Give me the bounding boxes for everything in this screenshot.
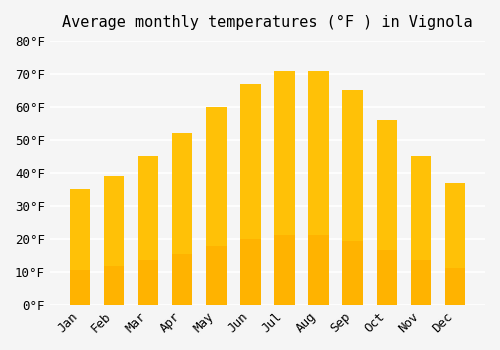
Bar [70,270,90,305]
Bar [138,156,158,305]
Bar [342,241,363,305]
Bar [274,235,294,305]
Bar [376,250,397,305]
Bar [240,239,260,305]
Bar [138,260,158,305]
Bar [308,235,329,305]
Bar [172,133,193,305]
Bar [410,260,431,305]
Bar [274,71,294,305]
Bar [410,156,431,305]
Bar [342,90,363,305]
Bar [104,266,124,305]
Bar [240,84,260,305]
Bar [445,268,465,305]
Bar [308,71,329,305]
Bar [70,189,90,305]
Bar [206,246,227,305]
Bar [445,183,465,305]
Title: Average monthly temperatures (°F ) in Vignola: Average monthly temperatures (°F ) in Vi… [62,15,472,30]
Bar [206,107,227,305]
Bar [104,176,124,305]
Bar [376,120,397,305]
Bar [172,253,193,305]
